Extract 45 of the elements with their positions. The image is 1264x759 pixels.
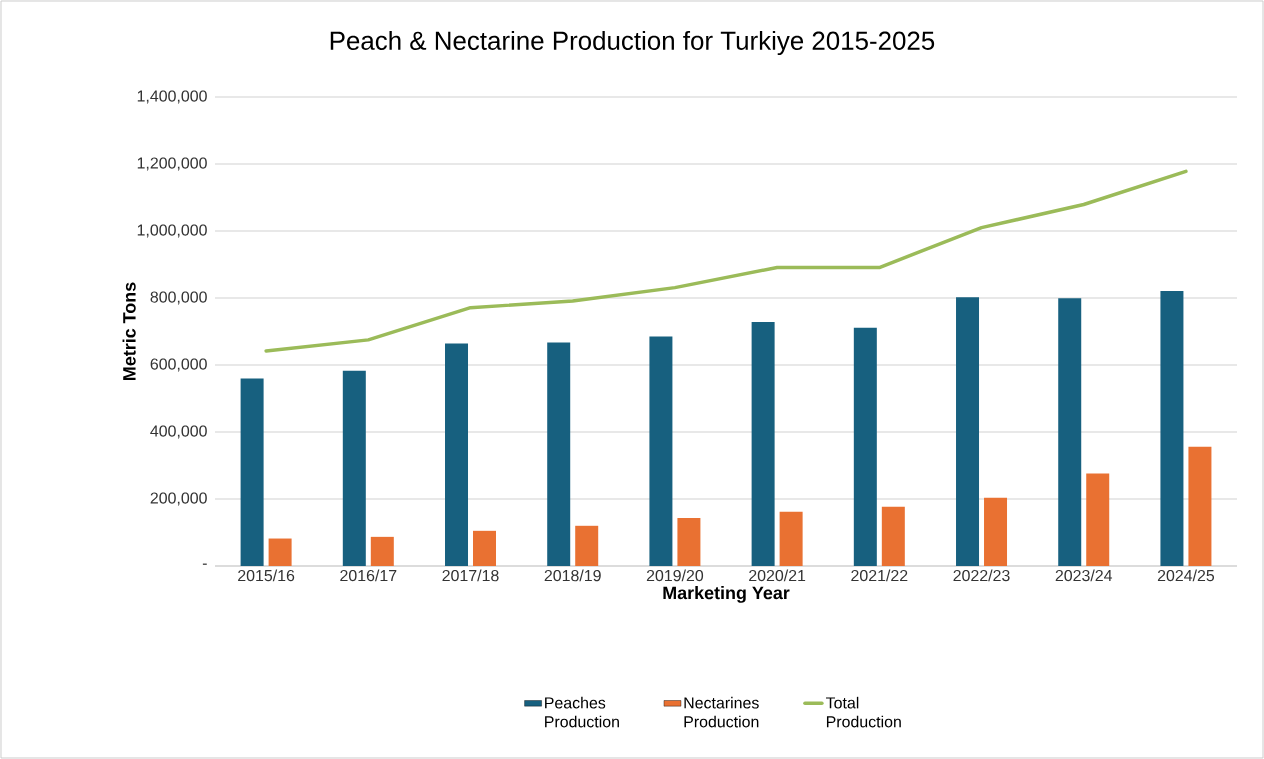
legend-label: Total Production bbox=[826, 696, 901, 728]
x-tick-label: 2023/24 bbox=[1055, 569, 1113, 582]
bar bbox=[649, 336, 673, 566]
x-tick-label: 2019/20 bbox=[646, 569, 704, 582]
y-tick-label: 200,000 bbox=[150, 492, 207, 506]
bar bbox=[881, 506, 905, 566]
x-tick-label: 2022/23 bbox=[953, 569, 1010, 582]
bar bbox=[342, 370, 366, 566]
x-tick-label: 2020/21 bbox=[749, 569, 806, 582]
bar bbox=[1160, 290, 1184, 566]
x-tick-label: 2015/16 bbox=[238, 569, 295, 582]
x-tick-label: 2021/22 bbox=[851, 569, 908, 582]
bar bbox=[779, 511, 803, 566]
x-axis-title: Marketing Year bbox=[663, 586, 790, 603]
y-tick-label: - bbox=[202, 563, 207, 565]
y-tick-label: 400,000 bbox=[150, 425, 207, 439]
legend-label: Peaches Production bbox=[545, 696, 619, 728]
bar bbox=[1058, 298, 1082, 566]
bar bbox=[956, 297, 980, 566]
legend-label: Nectarines Production bbox=[684, 696, 759, 728]
bar bbox=[1086, 473, 1110, 566]
x-tick-label: 2016/17 bbox=[340, 569, 397, 582]
bar bbox=[853, 327, 877, 566]
x-tick-label: 2018/19 bbox=[544, 569, 601, 582]
bar bbox=[575, 525, 599, 566]
bar bbox=[984, 497, 1008, 566]
y-tick-label: 1,400,000 bbox=[137, 90, 207, 104]
chart-title: Peach & Nectarine Production for Turkiye 2015-2025 bbox=[330, 30, 935, 56]
y-tick-label: 800,000 bbox=[150, 291, 207, 305]
y-tick-label: 600,000 bbox=[150, 358, 207, 372]
x-tick-label: 2024/25 bbox=[1157, 569, 1215, 582]
bar bbox=[445, 343, 469, 566]
bar bbox=[547, 342, 571, 566]
bar bbox=[677, 518, 701, 566]
bar bbox=[240, 378, 264, 566]
bar bbox=[473, 530, 497, 566]
x-tick-label: 2017/18 bbox=[442, 569, 499, 582]
bar bbox=[370, 536, 394, 566]
bar bbox=[1188, 446, 1212, 566]
line-series bbox=[264, 169, 1188, 353]
y-axis-title: Metric Tons bbox=[122, 282, 136, 380]
y-tick-label: 1,200,000 bbox=[137, 157, 207, 171]
bar bbox=[751, 322, 775, 566]
y-tick-label: 1,000,000 bbox=[137, 224, 207, 238]
bar bbox=[268, 538, 292, 566]
